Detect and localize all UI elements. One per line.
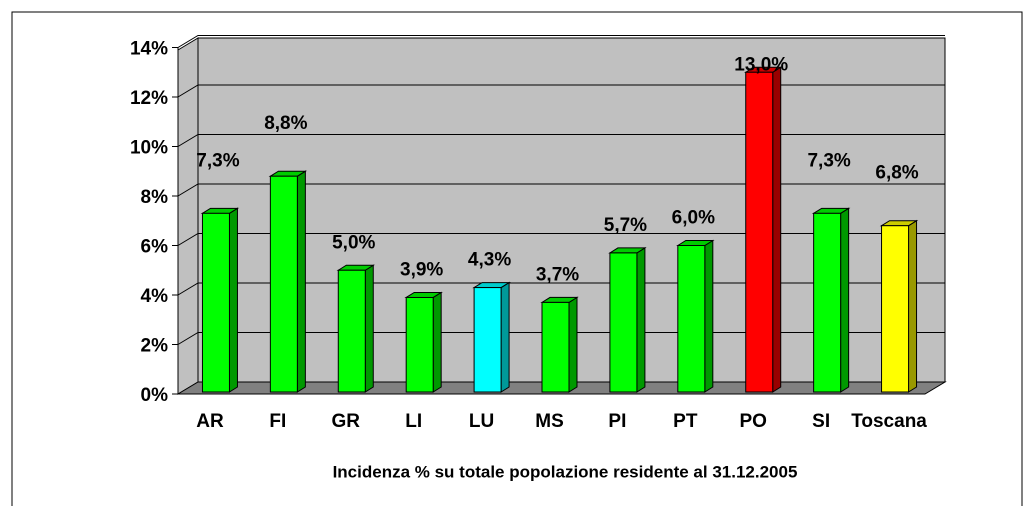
x-tick-label: GR	[332, 411, 361, 432]
bar	[269, 175, 298, 393]
bar-side	[500, 281, 510, 393]
x-tick-label: SI	[812, 411, 830, 432]
value-label: 3,7%	[536, 264, 579, 285]
y-tick-label: 0%	[141, 385, 169, 406]
value-label: 7,3%	[807, 150, 850, 171]
y-tick-label: 10%	[130, 138, 168, 159]
bar	[337, 269, 366, 393]
bar	[473, 287, 502, 393]
bar-side	[296, 170, 306, 393]
frame	[11, 11, 1023, 506]
grid-line	[177, 233, 945, 246]
value-label: 7,3%	[196, 150, 239, 171]
value-label: 5,7%	[604, 215, 647, 236]
x-tick-label: PT	[673, 411, 698, 432]
y-tick-label: 14%	[130, 39, 168, 60]
value-label: 4,3%	[468, 250, 511, 271]
bar	[881, 225, 910, 393]
bar-side	[364, 264, 374, 393]
x-tick-label: AR	[196, 411, 224, 432]
y-tick-label: 6%	[141, 237, 169, 258]
x-tick-label: LI	[405, 411, 422, 432]
bar	[609, 252, 638, 393]
bar-side	[636, 247, 646, 393]
bar	[677, 245, 706, 393]
bar-side	[908, 219, 918, 393]
value-label: 5,0%	[332, 232, 375, 253]
y-tick-label: 8%	[141, 187, 169, 208]
x-axis-title: Incidenza % su totale popolazione reside…	[333, 462, 798, 481]
y-tick-label: 2%	[141, 336, 169, 357]
bar	[541, 301, 570, 393]
grid-line	[177, 183, 945, 197]
x-tick-label: Toscana	[851, 411, 927, 432]
y-tick-label: 4%	[141, 286, 169, 307]
bar-side	[568, 296, 578, 393]
grid-line	[177, 134, 945, 147]
bar-side	[840, 207, 850, 393]
value-label: 8,8%	[264, 113, 307, 134]
y-tick-label: 12%	[130, 88, 168, 109]
bar	[405, 296, 434, 393]
x-tick-label: MS	[535, 411, 564, 432]
bar	[201, 212, 230, 393]
x-tick-label: PI	[608, 411, 626, 432]
value-label: 3,9%	[400, 259, 443, 280]
bar	[745, 71, 774, 393]
x-tick-label: FI	[269, 411, 286, 432]
x-tick-label: PO	[740, 411, 767, 432]
value-label: 6,8%	[875, 163, 918, 184]
bar	[813, 212, 842, 393]
value-label: 6,0%	[672, 208, 715, 229]
bar-side	[228, 207, 238, 393]
x-tick-label: LU	[469, 411, 494, 432]
bar-side	[432, 291, 442, 393]
grid-line	[177, 84, 945, 98]
bar-side	[772, 66, 782, 393]
grid-line	[177, 35, 945, 48]
value-label: 13,0%	[734, 54, 788, 75]
bar-side	[704, 239, 714, 393]
